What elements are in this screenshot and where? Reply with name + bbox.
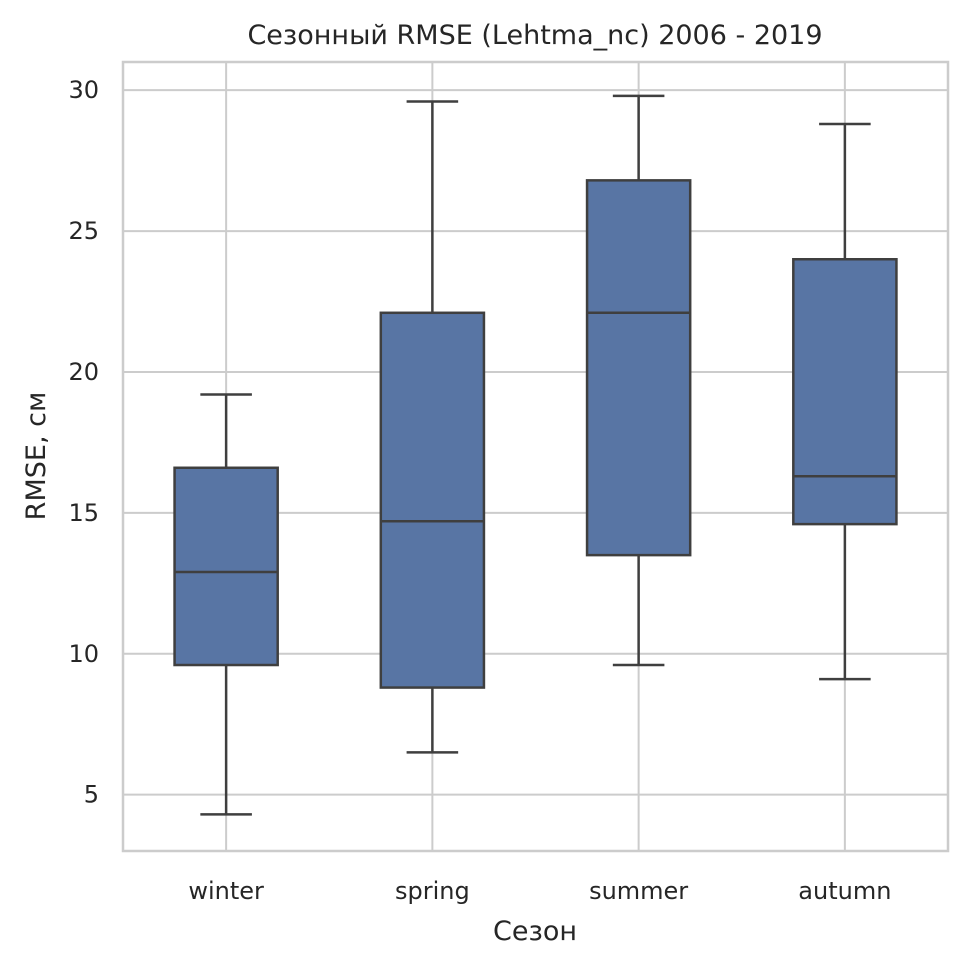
y-tick-label: 10 xyxy=(68,640,99,668)
y-tick-label: 25 xyxy=(68,217,99,245)
iqr-box xyxy=(379,311,486,689)
y-tick-label: 5 xyxy=(84,781,99,809)
box-summer xyxy=(585,94,692,667)
x-tick-label: autumn xyxy=(798,877,891,905)
boxes-layer xyxy=(173,94,898,816)
box-winter xyxy=(173,393,279,816)
x-tick-label: summer xyxy=(589,877,688,905)
tick-labels: 5 10 15 20 25 30 winter spring summer autumn xyxy=(68,76,891,905)
x-axis-label: Сезон xyxy=(493,916,577,947)
y-tick-label: 15 xyxy=(68,499,99,527)
plot-frame xyxy=(121,60,950,853)
y-tick-label: 30 xyxy=(68,76,99,104)
box-autumn xyxy=(792,122,898,681)
x-tick-label: winter xyxy=(188,877,264,905)
y-axis-label: RMSE, см xyxy=(21,392,52,521)
iqr-box xyxy=(585,179,692,557)
iqr-box xyxy=(792,258,898,526)
y-tick-label: 20 xyxy=(68,358,99,386)
box-spring xyxy=(379,100,486,754)
x-tick-label: spring xyxy=(395,877,470,905)
chart-title: Сезонный RMSE (Lehtma_nc) 2006 - 2019 xyxy=(247,20,822,51)
iqr-box xyxy=(173,466,279,667)
